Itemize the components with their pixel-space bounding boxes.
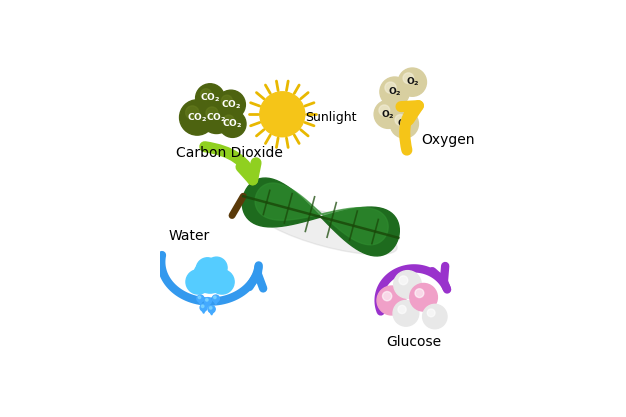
Circle shape <box>212 295 219 302</box>
Text: Oxygen: Oxygen <box>421 133 475 147</box>
Ellipse shape <box>257 205 397 255</box>
Circle shape <box>222 95 232 106</box>
Circle shape <box>217 90 245 119</box>
Circle shape <box>205 299 208 301</box>
Circle shape <box>193 260 227 293</box>
Text: Water: Water <box>168 229 210 243</box>
Circle shape <box>393 301 419 326</box>
Text: Sunlight: Sunlight <box>305 111 356 124</box>
Circle shape <box>210 270 234 294</box>
Circle shape <box>260 92 305 137</box>
Circle shape <box>385 82 396 93</box>
Polygon shape <box>242 178 399 256</box>
Circle shape <box>202 305 204 308</box>
Circle shape <box>398 305 406 314</box>
Circle shape <box>395 115 406 125</box>
Circle shape <box>223 115 234 125</box>
Circle shape <box>197 295 204 302</box>
Text: $\mathregular{CO_2}$: $\mathregular{CO_2}$ <box>187 111 207 124</box>
Text: $\mathregular{O_2}$: $\mathregular{O_2}$ <box>381 108 395 121</box>
Circle shape <box>185 106 199 119</box>
Circle shape <box>394 271 421 298</box>
Polygon shape <box>255 183 388 245</box>
Circle shape <box>204 298 212 305</box>
Circle shape <box>196 258 218 280</box>
Circle shape <box>200 89 212 100</box>
Circle shape <box>200 304 207 311</box>
Text: $\mathregular{CO_2}$: $\mathregular{CO_2}$ <box>221 98 241 111</box>
Text: $\mathregular{O_2}$: $\mathregular{O_2}$ <box>388 85 401 98</box>
Circle shape <box>206 107 218 119</box>
Circle shape <box>180 100 215 135</box>
Circle shape <box>415 289 424 298</box>
Polygon shape <box>198 300 203 304</box>
Text: Carbon Dioxide: Carbon Dioxide <box>176 146 283 160</box>
Text: $\mathregular{CO_2}$: $\mathregular{CO_2}$ <box>207 111 227 124</box>
Circle shape <box>399 276 408 285</box>
Circle shape <box>379 105 389 116</box>
Circle shape <box>390 110 418 138</box>
Polygon shape <box>210 311 214 315</box>
Text: $\mathregular{CO_2}$: $\mathregular{CO_2}$ <box>222 118 243 130</box>
Text: $\mathregular{O_2}$: $\mathregular{O_2}$ <box>406 76 419 88</box>
Circle shape <box>423 304 447 329</box>
Circle shape <box>213 296 216 299</box>
Circle shape <box>208 306 215 313</box>
Text: $\mathregular{CO_2}$: $\mathregular{CO_2}$ <box>200 92 220 104</box>
Circle shape <box>382 291 392 301</box>
Circle shape <box>374 100 403 128</box>
Circle shape <box>428 309 435 317</box>
Circle shape <box>198 296 201 299</box>
Circle shape <box>200 101 232 133</box>
Circle shape <box>206 257 227 278</box>
Circle shape <box>186 270 210 294</box>
Polygon shape <box>205 303 210 307</box>
Circle shape <box>398 68 426 96</box>
Polygon shape <box>213 300 218 304</box>
Circle shape <box>210 306 212 309</box>
Circle shape <box>219 111 246 137</box>
Circle shape <box>380 77 409 107</box>
Text: $\mathregular{O_2}$: $\mathregular{O_2}$ <box>398 118 411 130</box>
Circle shape <box>403 73 414 83</box>
Text: Glucose: Glucose <box>386 335 441 349</box>
Polygon shape <box>202 309 206 313</box>
Circle shape <box>195 84 225 113</box>
Circle shape <box>410 284 438 311</box>
Circle shape <box>377 286 406 315</box>
